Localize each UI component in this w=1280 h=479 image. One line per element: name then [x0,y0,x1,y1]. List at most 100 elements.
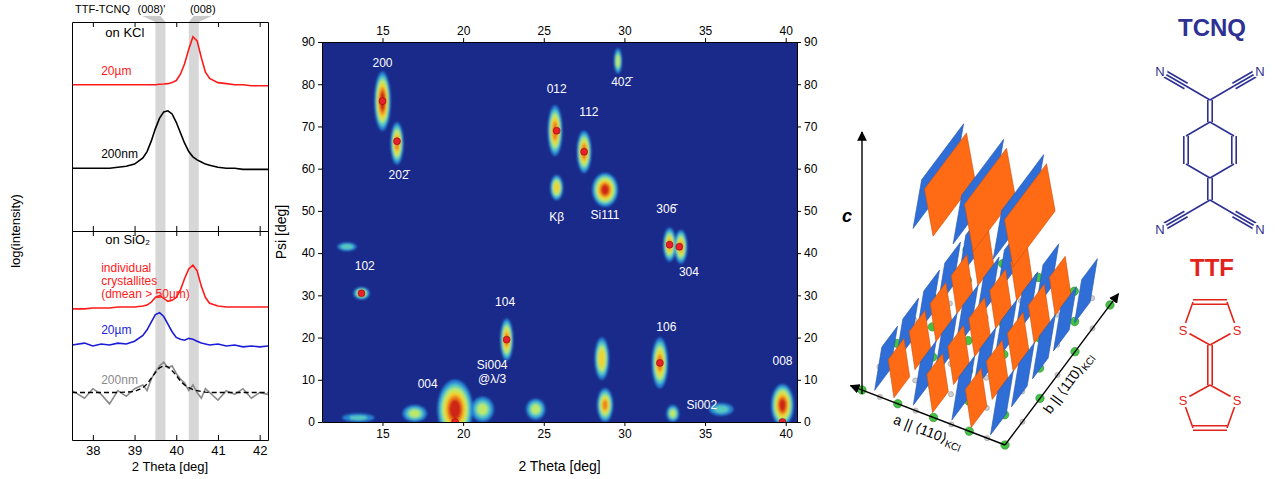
tick-mark [93,226,94,231]
spot [774,390,790,420]
spot-label: 306̄ [656,202,678,216]
crystal-diagram: ca || ⟨110⟩KClb || ⟨11̄0⟩KCl [842,124,1118,454]
bond [1211,178,1213,200]
reflection-dot [553,127,560,134]
spot [551,177,561,198]
spot [616,54,620,67]
spot [353,287,369,300]
spot [594,175,616,204]
molecule-plate [1011,343,1034,407]
spot-label: 012 [547,82,567,96]
spot-label: 008 [772,354,792,368]
tick: 50 [797,204,818,218]
spot [655,346,666,380]
tick-label: 40 [302,246,316,260]
series-label: 200nm [101,373,138,387]
molecule-plate [1053,287,1076,351]
series-label: 200nm [101,147,138,161]
heatmap-plot [322,42,797,422]
reflection-dot [666,241,673,248]
spot [657,354,662,371]
spot [500,319,513,361]
axis-line [73,231,269,232]
spot [577,131,592,173]
tick-label: 0 [804,415,811,429]
spot-label: 304 [679,265,699,279]
axis-line [73,22,269,23]
spot [597,388,613,422]
tick-mark [382,422,383,426]
reflection-dot [581,148,588,155]
annotation: on KCl [105,25,144,40]
bond [1193,429,1227,431]
spot [394,133,401,154]
series-label: individualcrystallites(dmean > 50µm) [101,261,190,301]
spot [596,178,615,202]
spot [379,87,387,115]
tick-mark [318,295,322,296]
reflection-dot [503,336,510,343]
spot [550,113,560,148]
spot [531,404,540,414]
tick [176,22,177,27]
spot-label: 104 [495,295,515,309]
spot [554,182,560,193]
figure: (008)'(008)TTF-TCNQ20µm200nmon KCllog(in… [0,0,1280,479]
axis: 152025303540 [323,422,798,441]
spot [501,322,512,357]
spot [674,230,687,264]
spot [666,405,679,422]
axis [73,22,269,27]
tick-mark [797,42,801,43]
tick-mark [318,126,322,127]
tick-mark [318,253,322,254]
tick-label: 10 [302,373,316,387]
spot [449,399,461,419]
tick: 40 [780,422,794,441]
tick-mark [318,42,322,43]
tick-mark [705,422,706,426]
spot [529,402,543,418]
axis-line [322,43,323,423]
tick: 35 [699,24,713,42]
tick [176,231,177,236]
spot [595,338,610,380]
tick-label: 15 [376,24,390,38]
axis: 3839404142 [73,435,269,458]
tick-mark [260,231,261,236]
bond [1210,122,1234,136]
axis-line [268,232,269,441]
tick-label: 80 [302,78,316,92]
spot [663,228,676,262]
tick-mark [797,253,801,254]
spot [442,388,468,422]
bond [1186,200,1210,214]
molecule-plate [1074,259,1097,323]
tick-mark [318,338,322,339]
spot [342,414,374,422]
tick-label: 35 [699,24,713,38]
bond [1207,100,1209,122]
series-line [72,362,268,404]
spot-label: 112 [579,105,598,119]
spot [341,244,354,250]
spot [526,399,545,420]
spot [677,236,685,258]
ttf-structure: SSSS [1176,300,1245,430]
axis-title: log(intensity) [8,194,23,268]
molecule-plate [1032,315,1055,379]
tick-mark [93,435,94,440]
axis-label-main: c [842,206,852,226]
tick-mark [797,338,801,339]
tick [93,22,94,27]
tick-mark [544,38,545,42]
bond [1231,136,1233,164]
series-line [72,366,268,393]
tick-mark [786,422,787,426]
spot [600,394,610,416]
bond [1186,86,1210,100]
band-pointer [189,16,212,22]
atom-background [1253,64,1268,79]
tick-mark [797,126,801,127]
tick: 20 [457,422,471,441]
